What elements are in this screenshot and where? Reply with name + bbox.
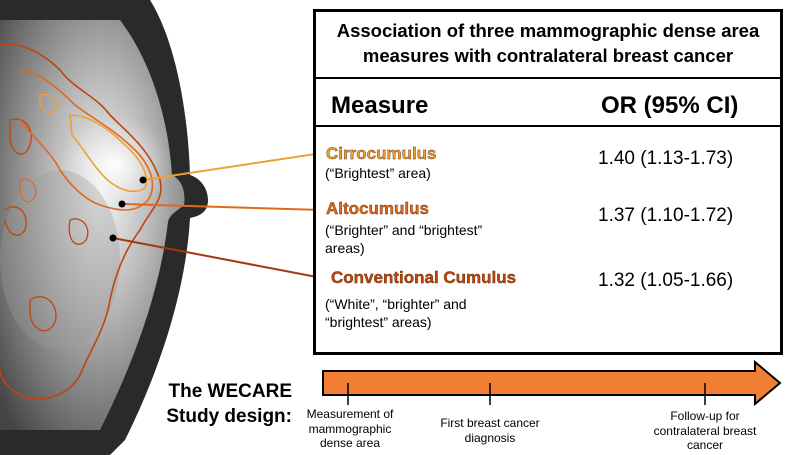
measure-name-altocumulus: Altocumulus <box>326 199 429 218</box>
mammogram-image <box>0 0 208 455</box>
panel-title-line1: Association of three mammographic dense … <box>336 20 760 41</box>
leader-line-altocumulus <box>121 203 323 211</box>
measure-desc-conventional-line2: “brightest” areas) <box>325 314 432 330</box>
or-value-conventional: 1.32 (1.05-1.66) <box>598 270 734 291</box>
measure-desc-altocumulus-line2: areas) <box>325 240 365 256</box>
study-design-label: The WECARE Study design: <box>150 379 292 429</box>
panel-title-line2: measures with contralateral breast cance… <box>362 45 734 66</box>
or-value-cirrocumulus: 1.40 (1.13-1.73) <box>598 148 734 169</box>
leader-dot-altocumulus <box>118 200 126 208</box>
study-label-line1: The WECARE <box>168 381 293 402</box>
measure-name-cirrocumulus: Cirrocumulus <box>326 144 437 163</box>
timeline-label-followup: Follow-up for contralateral breast cance… <box>640 409 770 453</box>
timeline-label-measurement: Measurement of mammographic dense area <box>295 407 405 451</box>
timeline-label-1-line1: Measurement of <box>306 407 394 421</box>
results-panel: Association of three mammographic dense … <box>313 9 783 355</box>
measure-desc-conventional-line1: (“White”, “brighter” and <box>325 296 467 312</box>
leader-dot-cirrocumulus <box>139 176 147 184</box>
column-header-or: OR (95% CI) <box>601 92 739 119</box>
leader-dot-conventional <box>109 234 117 242</box>
timeline-arrow-shape <box>322 359 782 407</box>
measure-desc-cirrocumulus: (“Brightest” area) <box>325 165 431 181</box>
timeline-label-1-line3: dense area <box>319 436 381 450</box>
column-header-measure: Measure <box>331 92 429 119</box>
panel-title: Association of three mammographic dense … <box>316 18 780 68</box>
header-divider <box>316 125 780 127</box>
timeline-label-3-line3: cancer <box>686 438 724 452</box>
leader-line-cirrocumulus <box>142 152 323 181</box>
leader-line-conventional <box>112 237 323 279</box>
timeline-label-diagnosis: First breast cancer diagnosis <box>425 416 555 445</box>
timeline-label-3-line1: Follow-up for <box>670 409 740 423</box>
timeline-label-1-line2: mammographic <box>308 421 392 436</box>
timeline-label-3-line2: contralateral breast <box>653 423 757 438</box>
or-value-altocumulus: 1.37 (1.10-1.72) <box>598 205 734 226</box>
timeline-label-2-line2: diagnosis <box>464 430 516 445</box>
measure-desc-altocumulus-line1: (“Brighter” and “brightest” <box>325 222 483 238</box>
timeline-label-2-line1: First breast cancer <box>440 416 540 430</box>
title-divider <box>316 77 780 79</box>
measure-name-conventional: Conventional Cumulus <box>331 268 517 287</box>
study-label-line2: Study design: <box>166 406 292 427</box>
